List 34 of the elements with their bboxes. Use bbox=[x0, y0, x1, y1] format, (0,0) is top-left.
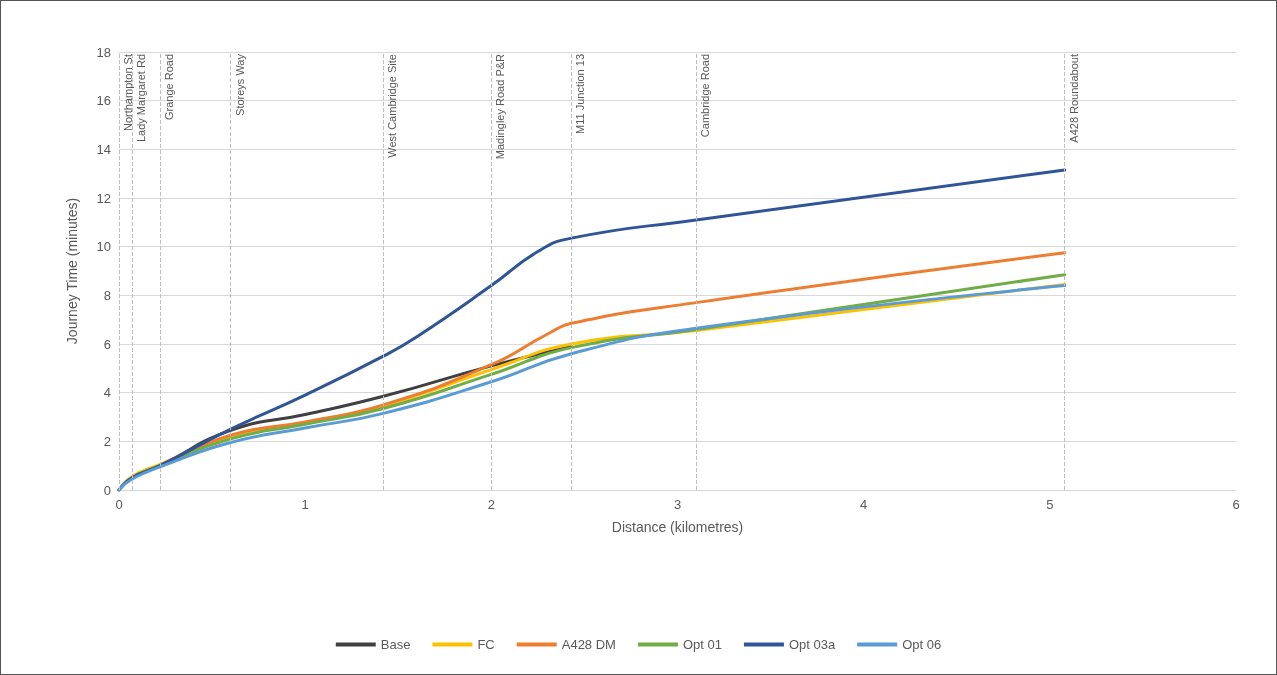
ref-line-label: Madingley Road P&R bbox=[494, 53, 507, 160]
y-tick-label: 0 bbox=[103, 482, 111, 498]
x-tick-label: 6 bbox=[1232, 497, 1240, 512]
y-tick-label: 8 bbox=[103, 287, 111, 303]
y-tick-label: 14 bbox=[96, 141, 111, 157]
y-tick-label: 6 bbox=[103, 336, 111, 352]
legend-label: FC bbox=[477, 637, 495, 652]
ref-line-label: Northampton St bbox=[122, 54, 134, 132]
y-axis-title: Journey Time (minutes) bbox=[64, 197, 80, 345]
ref-line-label: M11 Junction 13 bbox=[574, 54, 587, 134]
x-axis-title: Distance (kilometres) bbox=[611, 519, 744, 535]
x-tick-label: 0 bbox=[115, 497, 123, 512]
legend-label: Opt 03a bbox=[788, 637, 836, 652]
x-tick-label: 2 bbox=[487, 497, 495, 512]
x-tick-label: 5 bbox=[1046, 497, 1054, 512]
y-tick-label: 18 bbox=[96, 44, 111, 60]
y-tick-label: 4 bbox=[103, 385, 111, 401]
ref-line-label: Cambridge Road bbox=[699, 54, 712, 138]
x-tick-label: 4 bbox=[860, 497, 868, 512]
ref-line-label: A428 Roundabout bbox=[1067, 54, 1080, 143]
legend-label: Opt 01 bbox=[682, 637, 722, 652]
ref-line-label: Storeys Way bbox=[233, 53, 246, 116]
x-tick-label: 1 bbox=[301, 497, 309, 512]
legend-label: Opt 06 bbox=[902, 637, 942, 652]
y-tick-label: 12 bbox=[96, 190, 111, 206]
y-tick-label: 10 bbox=[96, 239, 111, 255]
ref-line-label: Grange Road bbox=[162, 54, 175, 121]
legend-label: A428 DM bbox=[561, 637, 616, 652]
y-tick-label: 16 bbox=[96, 93, 111, 109]
ref-line-label: West Cambridge Site bbox=[386, 54, 399, 158]
x-tick-label: 3 bbox=[673, 497, 682, 512]
y-tick-label: 2 bbox=[103, 433, 111, 449]
ref-line-label: Lady Margaret Rd bbox=[135, 54, 148, 143]
legend-label: Base bbox=[380, 637, 411, 652]
